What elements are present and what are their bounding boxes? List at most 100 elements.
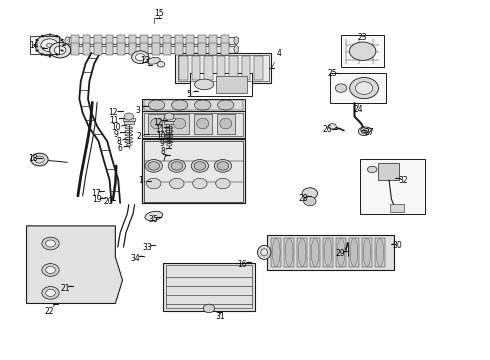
Text: 22: 22: [44, 307, 54, 316]
Bar: [144, 113, 243, 136]
Bar: [94, 35, 102, 46]
Bar: [67, 37, 236, 44]
Ellipse shape: [234, 37, 239, 44]
Circle shape: [31, 153, 48, 166]
Bar: [171, 114, 189, 134]
Bar: [163, 263, 255, 311]
Ellipse shape: [234, 46, 239, 53]
Circle shape: [147, 178, 161, 189]
Bar: [204, 56, 213, 80]
Ellipse shape: [349, 42, 376, 60]
Text: 20: 20: [103, 197, 113, 206]
Ellipse shape: [150, 118, 163, 129]
Text: 23: 23: [357, 33, 367, 42]
Bar: [163, 44, 171, 55]
Text: 26: 26: [323, 125, 332, 134]
Ellipse shape: [126, 143, 131, 146]
Bar: [144, 100, 243, 111]
Ellipse shape: [173, 118, 186, 129]
Bar: [341, 35, 384, 67]
Bar: [217, 56, 225, 80]
Ellipse shape: [361, 127, 371, 133]
Circle shape: [42, 264, 59, 276]
Bar: [242, 56, 250, 80]
Bar: [186, 35, 194, 46]
Bar: [198, 44, 206, 55]
Ellipse shape: [167, 143, 172, 146]
Ellipse shape: [65, 37, 70, 44]
Ellipse shape: [298, 238, 306, 266]
Ellipse shape: [368, 166, 377, 172]
Bar: [190, 73, 252, 96]
Bar: [144, 141, 243, 202]
Bar: [164, 121, 174, 124]
Ellipse shape: [172, 100, 188, 110]
Circle shape: [46, 240, 55, 247]
Bar: [94, 44, 102, 55]
Circle shape: [335, 84, 347, 92]
Ellipse shape: [257, 245, 271, 259]
Circle shape: [35, 35, 64, 56]
Ellipse shape: [195, 79, 214, 90]
Bar: [106, 35, 113, 46]
Circle shape: [217, 162, 229, 170]
Bar: [163, 35, 171, 46]
Circle shape: [132, 51, 149, 64]
Bar: [349, 238, 359, 267]
Circle shape: [47, 43, 52, 48]
Bar: [142, 111, 245, 138]
Text: 35: 35: [149, 215, 159, 224]
Circle shape: [170, 178, 184, 189]
Text: 15: 15: [154, 9, 163, 18]
Text: 8: 8: [116, 137, 121, 146]
Bar: [117, 44, 125, 55]
Bar: [117, 35, 125, 46]
Circle shape: [136, 54, 145, 61]
Bar: [323, 238, 333, 267]
Bar: [175, 44, 183, 55]
Text: 29: 29: [335, 249, 345, 258]
Text: 3: 3: [135, 105, 140, 114]
Bar: [179, 56, 188, 80]
Bar: [152, 44, 160, 55]
Text: 1: 1: [138, 176, 143, 185]
Circle shape: [203, 304, 215, 312]
Text: 13: 13: [140, 56, 150, 65]
Text: 11: 11: [155, 125, 164, 134]
Bar: [166, 265, 252, 309]
Bar: [140, 44, 148, 55]
Bar: [229, 56, 238, 80]
Text: 32: 32: [399, 176, 408, 185]
Text: 6: 6: [118, 144, 122, 153]
Circle shape: [49, 42, 71, 58]
Text: 31: 31: [215, 312, 225, 321]
Bar: [221, 35, 229, 46]
Bar: [106, 44, 113, 55]
Bar: [71, 35, 79, 46]
Circle shape: [194, 162, 206, 170]
Text: 18: 18: [28, 154, 38, 163]
Circle shape: [355, 82, 373, 94]
Text: 19: 19: [92, 195, 102, 204]
Circle shape: [41, 39, 58, 51]
Bar: [178, 55, 269, 81]
Circle shape: [54, 46, 66, 54]
Circle shape: [42, 237, 59, 250]
Text: 24: 24: [353, 105, 363, 114]
Bar: [271, 238, 281, 267]
Circle shape: [164, 113, 174, 120]
Bar: [30, 36, 59, 54]
Circle shape: [302, 188, 318, 199]
Bar: [217, 114, 235, 134]
Circle shape: [329, 123, 336, 129]
Bar: [336, 238, 346, 267]
Text: 4: 4: [276, 49, 281, 58]
Text: 12: 12: [108, 108, 117, 117]
Ellipse shape: [337, 238, 345, 266]
Bar: [192, 56, 200, 80]
Text: 30: 30: [393, 241, 403, 250]
Text: 5: 5: [186, 90, 191, 99]
Ellipse shape: [311, 238, 319, 266]
Ellipse shape: [272, 238, 280, 266]
Bar: [152, 35, 160, 46]
